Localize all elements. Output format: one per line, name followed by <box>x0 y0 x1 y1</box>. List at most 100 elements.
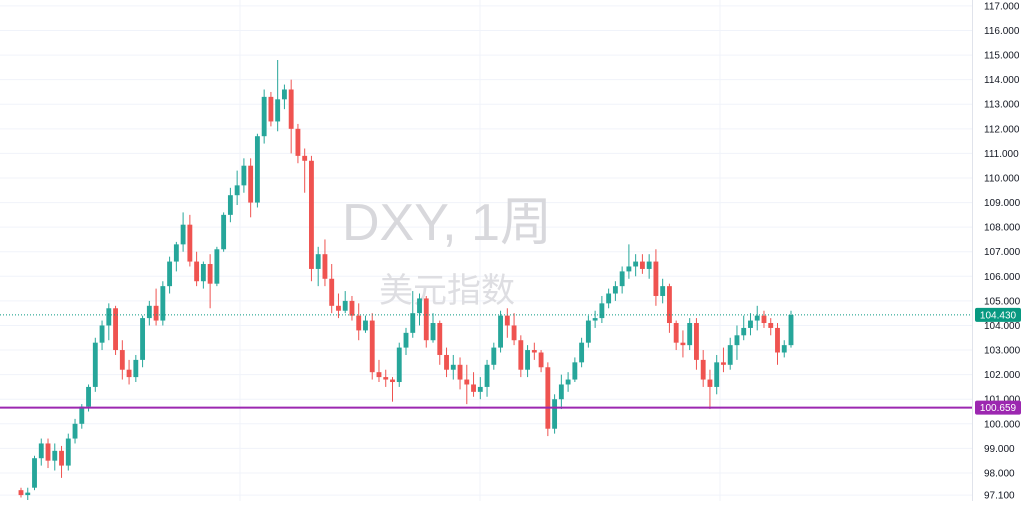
candle <box>322 239 328 287</box>
candle-body <box>349 300 355 316</box>
line-price-badge: 100.659 <box>975 400 1021 415</box>
candle <box>612 281 618 301</box>
candle <box>275 59 281 132</box>
candle-body <box>140 318 146 360</box>
candle <box>430 313 436 343</box>
candle <box>768 318 774 336</box>
candle <box>788 310 794 348</box>
candle-body <box>410 313 416 333</box>
candle-body <box>694 323 699 360</box>
candle-body <box>227 195 233 215</box>
candle <box>383 369 389 387</box>
y-tick-label: 105.000 <box>984 296 1021 307</box>
candle <box>552 394 558 434</box>
candle-body <box>194 261 200 282</box>
y-tick-label: 114.000 <box>984 75 1020 86</box>
candle <box>241 158 247 193</box>
candle <box>295 123 301 164</box>
candle <box>498 310 503 353</box>
candle <box>153 288 159 326</box>
candle-body <box>72 423 78 439</box>
candle-body <box>146 305 152 319</box>
candle-body <box>356 315 362 331</box>
y-tick-label: 113.000 <box>984 100 1020 111</box>
candle-body <box>18 490 24 496</box>
candle-body <box>511 325 517 341</box>
candle <box>531 342 537 360</box>
candle <box>194 251 200 287</box>
y-tick-label: 117.000 <box>984 1 1020 12</box>
candle <box>417 293 422 326</box>
candle-body <box>721 362 726 365</box>
candle-body <box>329 278 335 306</box>
candle-body <box>92 342 98 387</box>
candle <box>437 320 443 365</box>
candle-body <box>714 362 720 387</box>
watermark-subtitle: 美元指数 <box>379 272 515 310</box>
candle <box>288 79 294 154</box>
candle <box>200 261 206 289</box>
candle-body <box>666 286 672 324</box>
y-tick-label: 112.000 <box>984 124 1020 135</box>
candle-body <box>599 303 605 319</box>
candle <box>484 359 490 397</box>
candle-body <box>606 293 612 304</box>
candle-body <box>727 345 733 365</box>
candle <box>180 212 186 252</box>
candle <box>146 300 152 326</box>
candle <box>234 170 240 206</box>
candle-body <box>180 224 186 245</box>
candle <box>227 187 233 223</box>
candle-body <box>288 89 294 129</box>
candle <box>72 418 78 444</box>
candle <box>363 315 368 333</box>
candle-body <box>281 89 287 100</box>
candle-body <box>32 458 37 488</box>
candle-body <box>369 320 375 373</box>
candle-body <box>565 379 571 385</box>
candle <box>491 342 497 370</box>
price-axis[interactable]: 97.100 98.000 99.000 100.000 101.000 102.000 1… <box>972 0 1022 502</box>
candle-body <box>558 384 564 400</box>
candle <box>403 327 409 355</box>
candle <box>538 350 544 373</box>
candle <box>106 303 112 341</box>
candle <box>410 291 416 338</box>
candle-body <box>173 244 179 262</box>
candle <box>687 318 693 351</box>
candle-body <box>741 327 747 336</box>
candle <box>761 310 767 328</box>
candle-body <box>538 352 544 368</box>
candle <box>748 313 753 336</box>
current-price-badge-label: 104.430 <box>980 310 1017 321</box>
candle-body <box>363 320 368 331</box>
candle <box>653 249 659 306</box>
candle-body <box>417 298 422 314</box>
candle <box>376 359 382 383</box>
candle <box>727 337 733 370</box>
candle <box>248 158 254 218</box>
candle-body <box>403 332 409 348</box>
candle-body <box>633 261 639 267</box>
candle <box>390 377 395 402</box>
candle-body <box>592 318 598 321</box>
candle-body <box>200 264 206 282</box>
candle-body <box>295 128 301 156</box>
candle <box>457 357 463 390</box>
candle-body <box>59 450 64 466</box>
candle-body <box>687 323 693 346</box>
candle-body <box>464 379 470 385</box>
candle-body <box>221 214 227 250</box>
candle-body <box>748 320 753 328</box>
candle-body <box>376 372 382 378</box>
candle <box>187 214 193 267</box>
y-tick-label: 110.000 <box>984 173 1020 184</box>
candle <box>781 340 787 358</box>
candle-body <box>639 261 645 269</box>
candle <box>444 347 449 378</box>
candle <box>309 155 314 282</box>
candle-body <box>315 254 321 269</box>
line-price-badge-bg <box>975 400 1021 415</box>
